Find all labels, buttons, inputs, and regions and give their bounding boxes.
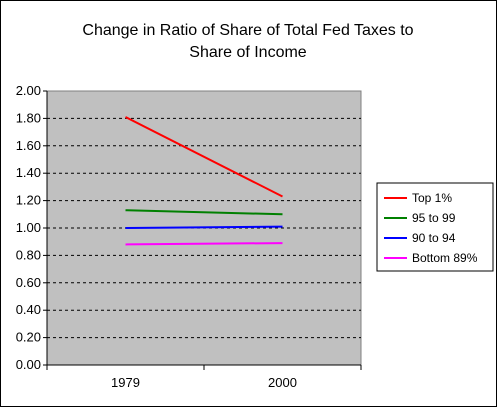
y-tick-label: 0.00 bbox=[16, 357, 41, 372]
x-tick-label: 1979 bbox=[111, 375, 140, 390]
y-tick-label: 1.20 bbox=[16, 193, 41, 208]
series-line-1 bbox=[125, 116, 283, 198]
chart-title-line-2: Share of Income bbox=[189, 44, 307, 61]
chart-title: Change in Ratio of Share of Total Fed Ta… bbox=[82, 22, 413, 61]
legend-label: Top 1% bbox=[412, 191, 452, 205]
y-tick-label: 2.00 bbox=[16, 83, 41, 98]
series-lines bbox=[125, 116, 283, 246]
series-line-3 bbox=[125, 225, 283, 229]
y-tick-label: 0.20 bbox=[16, 330, 41, 345]
x-tick-label: 2000 bbox=[268, 375, 297, 390]
legend: Top 1% 95 to 99 90 to 94 Bottom 89% bbox=[376, 182, 494, 272]
legend-label: 95 to 99 bbox=[412, 211, 456, 225]
chart-title-line-1: Change in Ratio of Share of Total Fed Ta… bbox=[82, 22, 413, 39]
x-axis-ticks: 1979 2000 bbox=[46, 364, 362, 390]
y-tick-label: 0.60 bbox=[16, 275, 41, 290]
series-line-2 bbox=[125, 209, 283, 216]
legend-label: Bottom 89% bbox=[412, 251, 478, 265]
y-tick-label: 0.80 bbox=[16, 247, 41, 262]
y-tick-label: 1.60 bbox=[16, 138, 41, 153]
y-tick-label: 1.80 bbox=[16, 110, 41, 125]
y-tick-label: 0.40 bbox=[16, 302, 41, 317]
legend-label: 90 to 94 bbox=[412, 231, 456, 245]
y-axis-ticks: 0.00 0.20 0.40 0.60 0.80 1.00 1.20 1.40 1.60 1.80… bbox=[16, 83, 48, 372]
y-tick-label: 1.40 bbox=[16, 165, 41, 180]
series-line-4 bbox=[125, 242, 283, 246]
y-tick-label: 1.00 bbox=[16, 220, 41, 235]
